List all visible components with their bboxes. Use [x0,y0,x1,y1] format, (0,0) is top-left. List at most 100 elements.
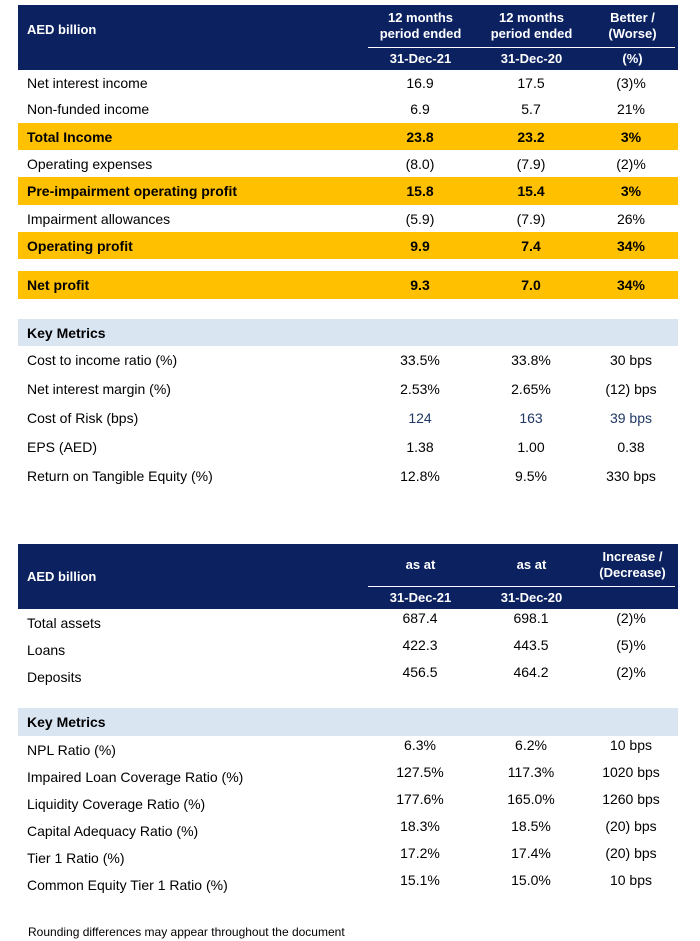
value-2020: 7.0 [521,277,541,293]
table-row: Total assets 687.4 698.1 (2)% [18,609,678,636]
value-2020: (7.9) [516,211,546,227]
col1-header-line1: 12 months [387,10,453,25]
value-2021: 456.5 [402,664,438,680]
footnote: Rounding differences may appear througho… [28,925,345,939]
metric-label: Capital Adequacy Ratio (%) [27,823,199,839]
col2-header-date: 31-Dec-20 [500,590,563,605]
metric-row: Cost to income ratio (%) 33.5% 33.8% 30 … [18,346,678,375]
col1-header-line1: as at [405,557,436,572]
metric-change: (12) bps [605,381,657,397]
metric-2021: 2.53% [400,381,440,397]
metric-2020: 18.5% [511,818,551,834]
metric-label: EPS (AED) [27,439,98,455]
metric-2020: 9.5% [515,468,547,484]
value-2021: (5.9) [405,211,435,227]
value-2020: 15.4 [517,183,545,199]
metric-row: Common Equity Tier 1 Ratio (%) 15.1% 15.… [18,871,678,898]
metric-2021: 127.5% [396,764,444,780]
row-label: Pre-impairment operating profit [27,183,238,199]
metric-label: Return on Tangible Equity (%) [27,468,213,484]
row-label: Deposits [27,669,82,685]
col2-header-line1: as at [516,557,547,572]
table-row: Operating expenses (8.0) (7.9) (2)% [18,150,678,177]
metric-row: NPL Ratio (%) 6.3% 6.2% 10 bps [18,736,678,763]
value-change: (2)% [616,156,646,172]
value-change: 3% [620,183,642,199]
metric-row: Impaired Loan Coverage Ratio (%) 127.5% … [18,763,678,790]
value-2020: 443.5 [513,637,549,653]
table-row: Loans 422.3 443.5 (5)% [18,636,678,663]
metric-change: 0.38 [617,439,645,455]
metric-2021: 15.1% [400,872,440,888]
value-2021: 422.3 [402,637,438,653]
metric-change: (20) bps [605,845,657,861]
metric-label: Common Equity Tier 1 Ratio (%) [27,877,228,893]
metric-change: 330 bps [606,468,656,484]
col2-header-date: 31-Dec-20 [500,51,563,66]
table-row: Impairment allowances (5.9) (7.9) 26% [18,205,678,232]
metric-change: (20) bps [605,818,657,834]
col3-header-line1: Increase / [602,549,663,564]
row-label: Impairment allowances [27,211,171,227]
col2-header-line2: period ended [490,26,573,41]
metric-row: Return on Tangible Equity (%) 12.8% 9.5%… [18,462,678,491]
metric-label: Cost of Risk (bps) [27,410,139,426]
table-row-highlight: Operating profit 9.9 7.4 34% [18,232,678,259]
metric-2020: 17.4% [511,845,551,861]
metric-2021: 12.8% [400,468,440,484]
value-2021: 23.8 [406,129,434,145]
value-2021: 16.9 [406,75,434,91]
metric-change: 1260 bps [602,791,660,807]
metric-change: 30 bps [609,352,653,368]
value-2020: 23.2 [517,129,545,145]
header-label: AED billion [27,22,97,37]
header-label: AED billion [27,569,97,584]
metric-label: Cost to income ratio (%) [27,352,178,368]
col3-header-line2: (Decrease) [599,565,666,580]
metric-row: EPS (AED) 1.38 1.00 0.38 [18,433,678,462]
key-metrics-header: Key Metrics [18,319,678,346]
value-change: 21% [616,101,646,117]
value-2020: 5.7 [521,101,541,117]
value-2021: 687.4 [402,610,438,626]
metric-2020: 33.8% [511,352,551,368]
key-metrics-header: Key Metrics [18,708,678,736]
value-change: 34% [616,238,646,254]
value-change: 3% [620,129,642,145]
metric-2020: 1.00 [517,439,545,455]
value-2020: 7.4 [521,238,541,254]
value-2021: (8.0) [405,156,435,172]
table-row-highlight: Pre-impairment operating profit 15.8 15.… [18,177,678,205]
metric-2021: 33.5% [400,352,440,368]
metric-label: Impaired Loan Coverage Ratio (%) [27,769,244,785]
metric-row: Net interest margin (%) 2.53% 2.65% (12)… [18,375,678,404]
metric-row: Capital Adequacy Ratio (%) 18.3% 18.5% (… [18,817,678,844]
metric-2021: 17.2% [400,845,440,861]
col3-header-unit: (%) [622,51,643,66]
metric-2020: 15.0% [511,872,551,888]
metric-change: 10 bps [609,737,653,753]
table-row: Non-funded income 6.9 5.7 21% [18,96,678,122]
metric-change: 10 bps [609,872,653,888]
col1-header-date: 31-Dec-21 [389,51,452,66]
metric-row: Cost of Risk (bps) 124 163 39 bps [18,404,678,433]
table-row: Net interest income 16.9 17.5 (3)% [18,70,678,96]
key-metrics-title: Key Metrics [27,714,106,730]
header-divider [368,586,675,587]
metric-2020: 6.2% [515,737,547,753]
col1-header-line2: period ended [379,26,462,41]
metric-2021: 177.6% [396,791,444,807]
table-row-highlight: Total Income 23.8 23.2 3% [18,123,678,150]
income-table-header: AED billion 12 months period ended 12 mo… [18,5,678,70]
value-change: (2)% [616,610,646,626]
row-label: Total assets [27,615,101,631]
col2-header-line1: 12 months [498,10,564,25]
table-row: Deposits 456.5 464.2 (2)% [18,663,678,690]
metric-change: 39 bps [609,410,653,426]
row-label: Non-funded income [27,101,150,117]
value-change: (5)% [616,637,646,653]
metric-label: Tier 1 Ratio (%) [27,850,125,866]
metric-row: Liquidity Coverage Ratio (%) 177.6% 165.… [18,790,678,817]
value-change: (3)% [616,75,646,91]
value-2020: 698.1 [513,610,549,626]
